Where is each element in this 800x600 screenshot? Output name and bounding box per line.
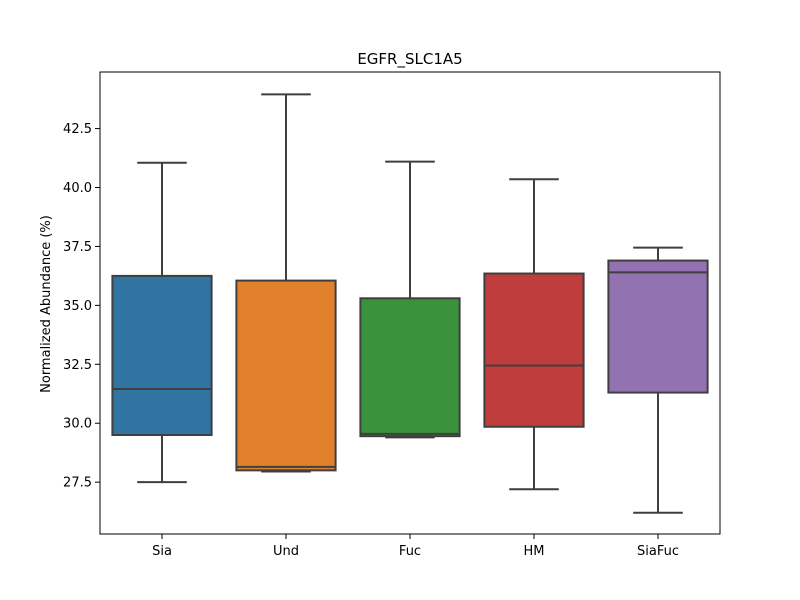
chart-title: EGFR_SLC1A5 <box>357 50 462 69</box>
y-tick-label: 30.0 <box>63 417 92 432</box>
box-group-und <box>235 93 337 473</box>
y-tick-label: 32.5 <box>63 358 92 373</box>
box-siafuc <box>607 259 709 394</box>
x-tick-label: SiaFuc <box>637 544 679 559</box>
box-group-fuc <box>359 160 461 439</box>
y-tick-label: 27.5 <box>63 476 92 491</box>
y-axis: 27.5 30.0 32.5 35.0 37.5 40.0 42.5 <box>63 122 100 491</box>
box-und <box>235 279 337 472</box>
y-tick-label: 40.0 <box>63 181 92 196</box>
box-group-sia <box>111 161 213 484</box>
y-axis-label: Normalized Abundance (%) <box>39 215 54 393</box>
x-tick-label: Sia <box>152 544 172 559</box>
box-group-hm <box>483 178 585 491</box>
box-sia <box>111 274 213 436</box>
y-tick-label: 37.5 <box>63 240 92 255</box>
box-fuc <box>359 297 461 438</box>
y-tick-label: 42.5 <box>63 122 92 137</box>
x-axis: Sia Und Fuc HM SiaFuc <box>152 534 679 559</box>
box-group-siafuc <box>607 246 709 514</box>
y-tick-label: 35.0 <box>63 299 92 314</box>
box-hm <box>483 272 585 428</box>
x-tick-label: Und <box>273 544 299 559</box>
plot-area <box>111 93 709 514</box>
x-tick-label: Fuc <box>399 544 421 559</box>
x-tick-label: HM <box>524 544 545 559</box>
